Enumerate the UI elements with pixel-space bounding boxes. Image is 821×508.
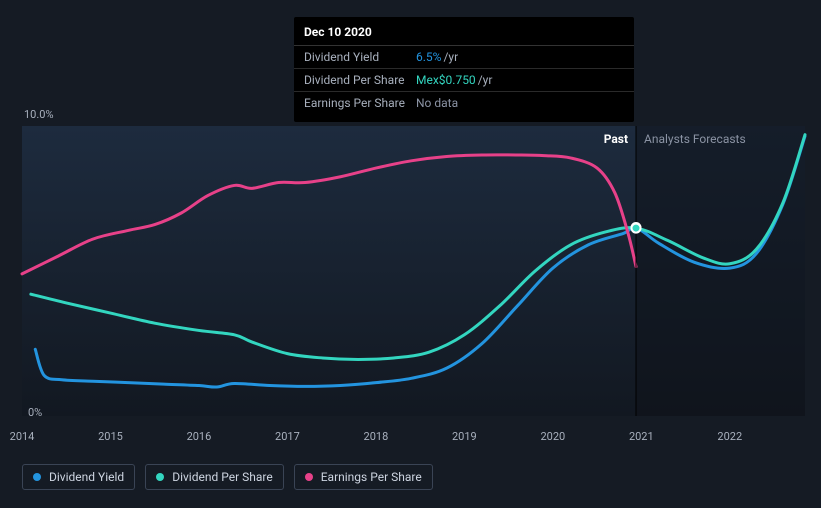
forecast-region-label: Analysts Forecasts [644, 132, 746, 146]
legend-item-dividend_per_share[interactable]: Dividend Per Share [145, 464, 284, 490]
x-tick-2015: 2015 [98, 430, 123, 443]
x-tick-2021: 2021 [629, 430, 654, 443]
x-tick-2016: 2016 [187, 430, 212, 443]
tooltip-row-label: Dividend Per Share [304, 73, 416, 87]
legend-dot-icon [156, 473, 164, 481]
tooltip-row-value: No data [416, 96, 458, 110]
legend-dot-icon [305, 473, 313, 481]
tooltip-row-suffix: /yr [443, 50, 458, 64]
x-tick-2017: 2017 [275, 430, 300, 443]
x-tick-2019: 2019 [452, 430, 477, 443]
past-region-label: Past [604, 132, 628, 146]
cursor-marker-dividend_per_share [632, 224, 641, 233]
tooltip-row-suffix: /yr [478, 73, 493, 87]
dividend-chart: 10.0% 0% Past Analysts Forecasts 2014 201… [0, 0, 821, 508]
legend-item-dividend_yield[interactable]: Dividend Yield [22, 464, 135, 490]
chart-legend: Dividend Yield Dividend Per Share Earnings… [22, 464, 433, 490]
x-tick-2022: 2022 [717, 430, 742, 443]
legend-item-earnings_per_share[interactable]: Earnings Per Share [294, 464, 433, 490]
x-tick-2018: 2018 [364, 430, 389, 443]
tooltip-row: Earnings Per ShareNo data [294, 92, 634, 114]
tooltip-row-value: Mex$0.750 [416, 73, 476, 87]
x-tick-2020: 2020 [540, 430, 565, 443]
tooltip-row: Dividend Per ShareMex$0.750/yr [294, 69, 634, 92]
tooltip-date: Dec 10 2020 [294, 25, 634, 46]
legend-dot-icon [33, 473, 41, 481]
tooltip-row-label: Dividend Yield [304, 50, 416, 64]
tooltip-row-value: 6.5% [416, 50, 441, 64]
legend-label: Dividend Yield [49, 470, 124, 484]
y-axis-min-label: 0% [28, 406, 42, 419]
legend-label: Dividend Per Share [172, 470, 273, 484]
chart-tooltip: Dec 10 2020 Dividend Yield6.5%/yrDividen… [294, 17, 634, 122]
tooltip-row: Dividend Yield6.5%/yr [294, 46, 634, 69]
tooltip-row-label: Earnings Per Share [304, 96, 416, 110]
x-tick-2014: 2014 [10, 430, 35, 443]
y-axis-max-label: 10.0% [24, 108, 54, 121]
legend-label: Earnings Per Share [321, 470, 422, 484]
